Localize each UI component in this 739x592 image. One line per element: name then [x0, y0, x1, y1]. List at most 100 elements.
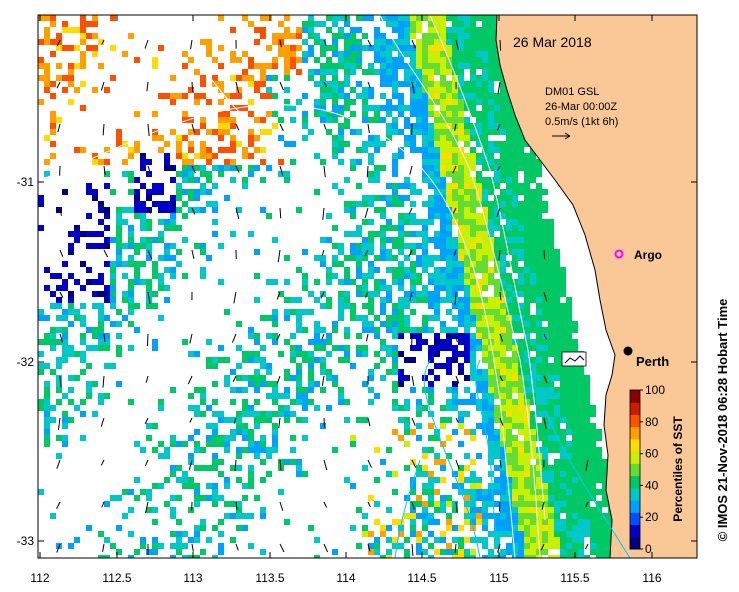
sst-pixel: [470, 363, 476, 369]
sst-pixel: [212, 423, 218, 429]
sst-pixel: [38, 405, 44, 411]
sst-pixel: [74, 405, 80, 411]
sst-pixel: [392, 357, 398, 363]
sst-pixel: [512, 381, 518, 387]
sst-pixel: [506, 405, 512, 411]
sst-pixel: [566, 519, 572, 525]
sst-pixel: [176, 549, 182, 555]
sst-pixel: [434, 537, 440, 543]
sst-pixel: [440, 267, 446, 273]
sst-pixel: [272, 123, 278, 129]
sst-pixel: [362, 513, 368, 519]
sst-pixel: [566, 321, 572, 327]
sst-pixel: [386, 201, 392, 207]
sst-pixel: [398, 27, 404, 33]
sst-pixel: [398, 225, 404, 231]
sst-pixel: [278, 351, 284, 357]
sst-pixel: [512, 345, 518, 351]
colorbar-segment: [630, 500, 640, 513]
sst-pixel: [356, 201, 362, 207]
sst-pixel: [410, 429, 416, 435]
sst-pixel: [548, 297, 554, 303]
sst-pixel: [554, 447, 560, 453]
sst-pixel: [86, 387, 92, 393]
current-vector: [279, 207, 282, 219]
sst-pixel: [542, 525, 548, 531]
current-vector: [499, 375, 504, 382]
sst-pixel: [512, 279, 518, 285]
sst-pixel: [500, 549, 506, 555]
sst-pixel: [506, 213, 512, 219]
sst-pixel: [152, 447, 158, 453]
sst-pixel: [284, 33, 290, 39]
sst-pixel: [212, 495, 218, 501]
sst-pixel: [488, 75, 494, 81]
sst-pixel: [440, 219, 446, 225]
sst-pixel: [350, 63, 356, 69]
current-vector: [411, 375, 415, 387]
sst-pixel: [554, 459, 560, 465]
sst-pixel: [428, 87, 434, 93]
sst-pixel: [416, 549, 422, 555]
sst-pixel: [536, 519, 542, 525]
sst-pixel: [524, 339, 530, 345]
sst-pixel: [572, 375, 578, 381]
sst-pixel: [470, 153, 476, 159]
sst-pixel: [554, 387, 560, 393]
sst-pixel: [470, 123, 476, 129]
sst-pixel: [332, 33, 338, 39]
sst-pixel: [194, 69, 200, 75]
sst-pixel: [494, 165, 500, 171]
sst-pixel: [500, 471, 506, 477]
sst-pixel: [380, 279, 386, 285]
sst-pixel: [320, 21, 326, 27]
sst-pixel: [446, 219, 452, 225]
sst-pixel: [116, 255, 122, 261]
sst-pixel: [50, 333, 56, 339]
sst-pixel: [392, 183, 398, 189]
sst-pixel: [458, 411, 464, 417]
sst-pixel: [254, 417, 260, 423]
sst-pixel: [452, 267, 458, 273]
sst-pixel: [476, 57, 482, 63]
sst-pixel: [236, 453, 242, 459]
sst-pixel: [332, 45, 338, 51]
sst-pixel: [188, 453, 194, 459]
sst-pixel: [176, 147, 182, 153]
sst-pixel: [398, 261, 404, 267]
sst-pixel: [44, 405, 50, 411]
sst-pixel: [290, 57, 296, 63]
current-vector: [543, 291, 548, 302]
sst-pixel: [446, 261, 452, 267]
sst-pixel: [554, 513, 560, 519]
sst-pixel: [356, 27, 362, 33]
sst-pixel: [260, 159, 266, 165]
sst-pixel: [218, 129, 224, 135]
sst-pixel: [422, 501, 428, 507]
sst-pixel: [152, 483, 158, 489]
sst-pixel: [308, 69, 314, 75]
sst-pixel: [560, 465, 566, 471]
sst-pixel: [218, 543, 224, 549]
sst-pixel: [116, 249, 122, 255]
sst-pixel: [524, 327, 530, 333]
sst-pixel: [434, 339, 440, 345]
sst-pixel: [374, 363, 380, 369]
sst-pixel: [422, 111, 428, 117]
sst-pixel: [392, 315, 398, 321]
sst-pixel: [530, 279, 536, 285]
sst-pixel: [392, 381, 398, 387]
sst-pixel: [488, 231, 494, 237]
sst-pixel: [602, 525, 608, 531]
sst-pixel: [518, 303, 524, 309]
sst-pixel: [296, 321, 302, 327]
sst-pixel: [290, 159, 296, 165]
sst-pixel: [512, 549, 518, 555]
sst-pixel: [284, 255, 290, 261]
sst-pixel: [80, 81, 86, 87]
sst-pixel: [272, 435, 278, 441]
sst-pixel: [488, 447, 494, 453]
sst-pixel: [428, 33, 434, 39]
sst-pixel: [44, 81, 50, 87]
sst-pixel: [218, 279, 224, 285]
